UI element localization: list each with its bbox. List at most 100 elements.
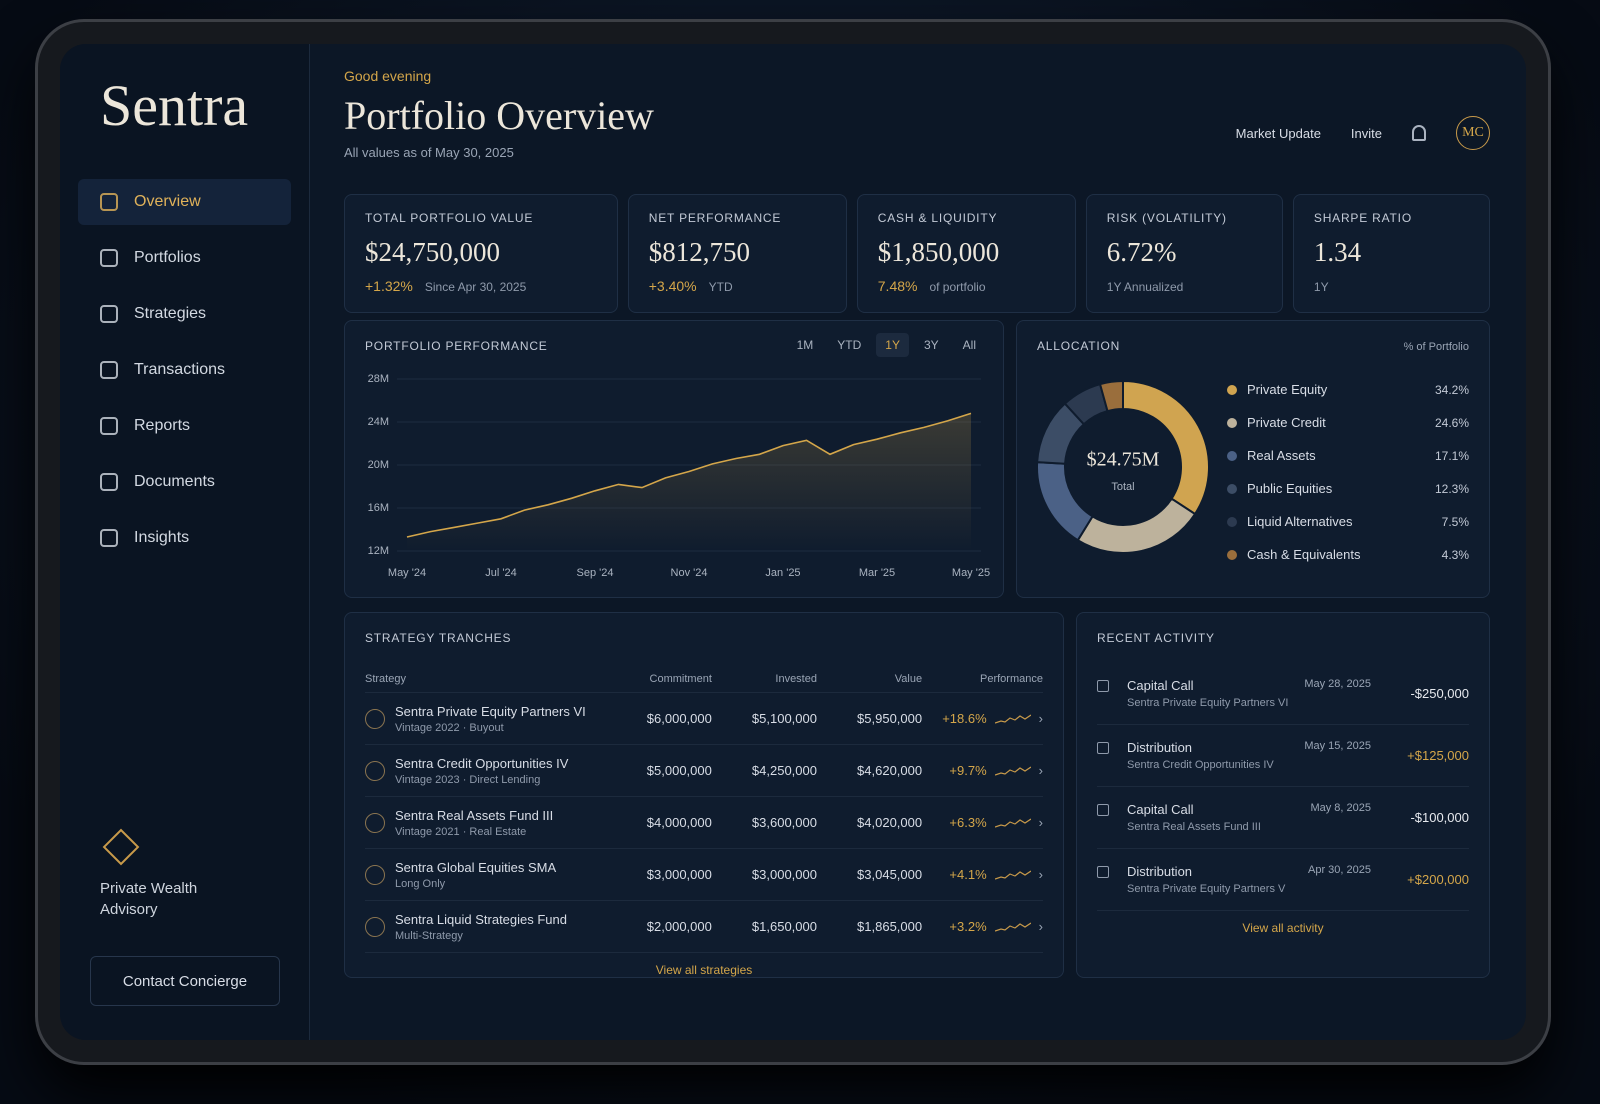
period-button[interactable]: All <box>962 338 976 352</box>
commitment-cell: $3,000,000 <box>646 867 712 882</box>
commitment-cell: $6,000,000 <box>646 711 712 726</box>
legend-value: 4.3% <box>1441 547 1469 562</box>
activity-fund: Sentra Credit Opportunities IV <box>1127 759 1274 771</box>
view-all-activity[interactable]: View all activity <box>1242 921 1324 935</box>
kpi-change: +1.32% <box>365 278 413 294</box>
activity-row[interactable]: Distribution Apr 30, 2025 +$200,000 Sentra … <box>1097 849 1469 911</box>
x-tick-label: Jan '25 <box>765 567 800 579</box>
line <box>406 412 972 538</box>
invite[interactable]: Invite <box>1350 125 1382 141</box>
kpi-value: 1.34 <box>1313 237 1362 267</box>
footer-brand: Private Wealth Advisory <box>100 828 230 920</box>
strategy-text: Sentra Private Equity Partners VI Vintage… <box>395 704 586 734</box>
strategy-name: Sentra Global Equities SMA <box>395 859 557 875</box>
table-row[interactable]: Sentra Credit Opportunities IV Vintage 20… <box>365 745 1043 797</box>
table-row[interactable]: Sentra Private Equity Partners VI Vintage… <box>365 693 1043 745</box>
donut-slice <box>1098 379 1124 413</box>
legend-row: Public Equities 12.3% <box>1227 472 1469 505</box>
period-button[interactable]: 3Y <box>923 338 939 352</box>
period-button[interactable]: YTD <box>837 338 862 352</box>
performance-cell: +9.7% › <box>922 763 1043 778</box>
nav-item[interactable]: Documents <box>78 459 291 505</box>
strategy-detail: Vintage 2021 · Real Estate <box>395 825 527 838</box>
table-row[interactable]: Sentra Liquid Strategies Fund Multi-Strat… <box>365 901 1043 953</box>
market-update[interactable]: Market Update <box>1235 125 1321 141</box>
value-cell: $4,620,000 <box>857 763 923 778</box>
nav-icon <box>100 305 118 323</box>
nav-item[interactable]: Transactions <box>78 347 291 393</box>
contact-button[interactable]: Contact Concierge <box>90 956 280 1006</box>
screen: Sentra Overview Portfolios Strategies Trans… <box>60 44 1526 1040</box>
period-button[interactable]: 1Y <box>876 333 909 357</box>
legend-value: 17.1% <box>1434 448 1469 463</box>
legend-header: % of Portfolio <box>1403 341 1469 353</box>
nav-item[interactable]: Reports <box>78 403 291 449</box>
kpi-note: 1Y <box>1313 280 1329 294</box>
strategy-text: Sentra Real Assets Fund III Vintage 2021 … <box>395 808 553 838</box>
strategy-icon <box>365 760 385 781</box>
activity-row[interactable]: Capital Call May 8, 2025 -$100,000 Sentra R… <box>1097 787 1469 849</box>
kpi-footer: 1Y <box>1314 278 1469 296</box>
strategy-text: Sentra Liquid Strategies Fund Multi-Strat… <box>395 912 567 942</box>
period-button[interactable]: 1M <box>796 338 814 352</box>
avatar[interactable]: MC <box>1456 116 1490 150</box>
activity-type: Distribution <box>1127 864 1193 879</box>
performance-cell: +6.3% › <box>922 815 1043 830</box>
row-chevron[interactable]: › <box>1038 763 1043 778</box>
strategy-cell: Sentra Real Assets Fund III Vintage 2021 … <box>365 808 607 838</box>
nav-item[interactable]: Overview <box>78 179 291 225</box>
strategy-name: Sentra Credit Opportunities IV <box>395 755 569 771</box>
activity-amount: +$200,000 <box>1407 872 1469 887</box>
performance-cell: +3.2% › <box>922 919 1043 934</box>
strategy-text: Sentra Credit Opportunities IV Vintage 20… <box>395 756 568 786</box>
sparkline-icon <box>994 766 1031 776</box>
nav-item[interactable]: Strategies <box>78 291 291 337</box>
page-title: Portfolio Overview <box>344 93 654 138</box>
activity-row[interactable]: Capital Call May 28, 2025 -$250,000 Sentra … <box>1097 663 1469 725</box>
view-all-strategies[interactable]: View all strategies <box>655 963 753 977</box>
legend-row: Private Equity 34.2% <box>1227 373 1469 406</box>
activity-amount: -$100,000 <box>1410 810 1469 825</box>
subtitle: All values as of May 30, 2025 <box>344 145 514 160</box>
nav-item[interactable]: Insights <box>78 515 291 561</box>
activity-head: Distribution Apr 30, 2025 <box>1127 864 1371 879</box>
nav-icon <box>100 529 118 547</box>
strategy-cell: Sentra Private Equity Partners VI Vintage… <box>365 704 607 734</box>
legend-row: Private Credit 24.6% <box>1227 406 1469 439</box>
invested-cell: $1,650,000 <box>751 919 817 934</box>
strategy-cell: Sentra Liquid Strategies Fund Multi-Strat… <box>365 912 607 942</box>
donut-center-value: $24.75M <box>1087 449 1160 471</box>
header: Good evening Portfolio Overview All valu… <box>344 68 1490 180</box>
nav-icon <box>100 417 118 435</box>
table-row[interactable]: Sentra Global Equities SMA Long Only $3,00… <box>365 849 1043 901</box>
value-cell: $4,020,000 <box>857 815 923 830</box>
activity-head: Capital Call May 8, 2025 <box>1127 802 1371 817</box>
y-tick-label: 16M <box>368 502 389 514</box>
charts-row: PORTFOLIO PERFORMANCE 1M YTD 1Y 3Y All 12M 16… <box>344 320 1490 598</box>
activity-type: Distribution <box>1127 740 1193 755</box>
table-header: Strategy Commitment Invested Value Performan… <box>365 665 1043 693</box>
row-chevron[interactable]: › <box>1038 867 1043 882</box>
notifications[interactable] <box>1412 125 1426 141</box>
column-header: Value <box>894 672 923 685</box>
legend-value: 12.3% <box>1434 481 1469 496</box>
x-tick-label: May '25 <box>952 567 990 579</box>
sparkline-shape <box>994 818 1031 828</box>
table-row[interactable]: Sentra Real Assets Fund III Vintage 2021 … <box>365 797 1043 849</box>
kpi-label: CASH & LIQUIDITY <box>877 211 998 225</box>
legend-value: 24.6% <box>1434 415 1469 430</box>
performance-cell: +4.1% › <box>922 867 1043 882</box>
activity-row[interactable]: Distribution May 15, 2025 +$125,000 Sentra … <box>1097 725 1469 787</box>
allocation-card: ALLOCATION % of Portfolio $24.75M Total P… <box>1016 320 1490 598</box>
row-chevron[interactable]: › <box>1038 711 1043 726</box>
kpi-value: $1,850,000 <box>877 237 1000 267</box>
activity-type: Capital Call <box>1127 678 1194 693</box>
donut-center-label: Total <box>1111 481 1134 493</box>
kpi-value: $812,750 <box>648 237 750 267</box>
row-chevron[interactable]: › <box>1038 815 1043 830</box>
period-selector: 1M YTD 1Y 3Y All <box>788 333 985 357</box>
legend-row: Liquid Alternatives 7.5% <box>1227 505 1469 538</box>
row-chevron[interactable]: › <box>1038 919 1043 934</box>
invested-cell: $4,250,000 <box>751 763 817 778</box>
nav-item[interactable]: Portfolios <box>78 235 291 281</box>
